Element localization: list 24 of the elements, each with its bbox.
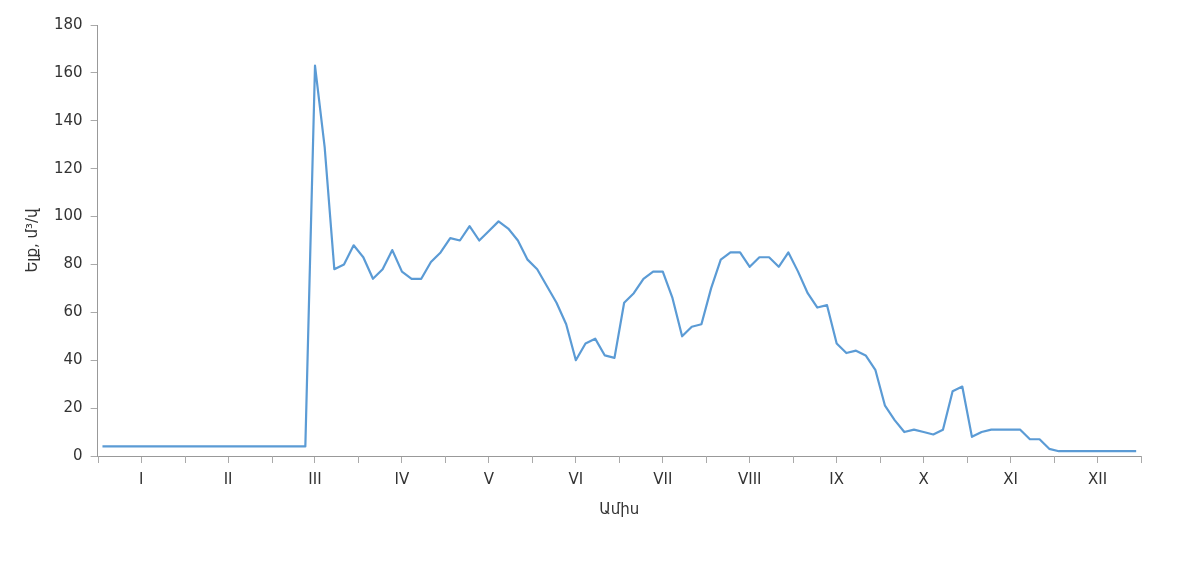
x-tick-label: VI bbox=[568, 469, 584, 488]
y-tick-label: 140 bbox=[53, 110, 83, 129]
y-tick-label: 60 bbox=[63, 302, 83, 321]
x-tick-label: III bbox=[308, 469, 322, 488]
x-axis-title: Ամիս bbox=[599, 499, 640, 518]
x-tick-label: V bbox=[483, 469, 495, 488]
y-axis-title: Ելք, մ³/վ bbox=[22, 207, 41, 273]
x-tick-label: X bbox=[918, 469, 929, 488]
y-tick-label: 100 bbox=[53, 206, 83, 225]
x-tick-label: XII bbox=[1087, 469, 1108, 488]
y-tick-label: 180 bbox=[53, 14, 83, 33]
x-tick-label: VII bbox=[653, 469, 673, 488]
y-tick-label: 120 bbox=[53, 158, 83, 177]
x-tick-label: I bbox=[138, 469, 144, 488]
y-tick-label: 20 bbox=[63, 398, 83, 416]
x-tick-label: XI bbox=[1003, 469, 1018, 488]
x-tick-label: VIII bbox=[737, 469, 762, 488]
x-tick-label: IX bbox=[829, 469, 845, 488]
y-tick-label: 40 bbox=[63, 350, 83, 369]
x-tick-label: IV bbox=[394, 469, 411, 488]
x-tick-label: II bbox=[223, 469, 233, 488]
y-tick-label: 80 bbox=[63, 254, 83, 273]
y-tick-label: 0 bbox=[73, 445, 83, 464]
y-tick-label: 160 bbox=[53, 62, 83, 81]
